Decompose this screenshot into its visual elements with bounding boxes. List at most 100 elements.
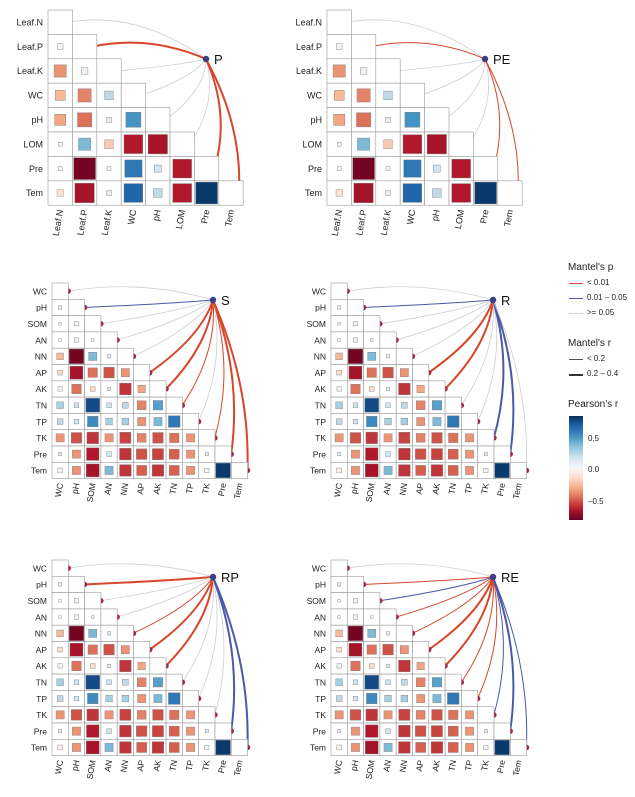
correlation-square	[348, 365, 363, 380]
correlation-square	[370, 338, 374, 342]
correlation-square	[70, 432, 82, 444]
correlation-square	[349, 709, 361, 721]
correlation-square	[384, 417, 392, 426]
correlation-square	[369, 386, 375, 392]
correlation-square	[57, 386, 63, 392]
matrix-cell	[509, 738, 527, 756]
correlation-square	[336, 43, 343, 50]
correlation-square	[68, 348, 84, 364]
correlation-square	[186, 433, 195, 443]
correlation-square	[365, 740, 379, 755]
legend-pearson-title: Pearson's r	[568, 399, 619, 410]
correlation-square	[106, 117, 112, 123]
correlation-square	[72, 449, 81, 459]
correlation-square	[57, 467, 63, 474]
correlation-square	[353, 598, 358, 604]
correlation-square	[335, 401, 343, 409]
correlation-square	[172, 183, 192, 203]
mantel-link	[212, 576, 236, 733]
matrix-cell	[461, 690, 478, 708]
correlation-square	[332, 64, 346, 78]
matrix-cell	[218, 180, 244, 206]
correlation-square	[465, 449, 474, 459]
legend-label: < 0.01	[587, 278, 610, 287]
mantel-link	[484, 58, 501, 170]
mantel-links	[344, 286, 530, 474]
row-label: AK	[315, 384, 327, 394]
matrix-cell	[51, 559, 69, 577]
mantel-links	[65, 286, 251, 474]
correlation-square	[430, 464, 443, 477]
correlation-square	[103, 367, 115, 379]
matrix-cell	[412, 364, 430, 382]
correlation-square	[107, 664, 111, 668]
correlation-square	[356, 88, 371, 103]
correlation-square	[172, 159, 192, 179]
correlation-square	[351, 466, 360, 475]
correlation-square	[137, 662, 146, 670]
correlation-square	[105, 417, 113, 426]
matrix-cell	[477, 706, 495, 724]
correlation-square	[352, 402, 359, 408]
correlation-square	[195, 181, 218, 205]
panel-label: PE	[493, 52, 511, 67]
row-label: pH	[36, 580, 47, 590]
correlation-square	[119, 741, 132, 754]
correlation-square	[103, 644, 115, 656]
correlation-square	[451, 183, 471, 203]
panel-label: P	[214, 52, 223, 67]
correlation-square	[474, 181, 497, 205]
correlation-square	[432, 417, 442, 426]
row-label: NN	[314, 352, 326, 362]
column-label: TN	[167, 482, 179, 495]
correlation-square	[336, 418, 343, 425]
correlation-square	[121, 645, 130, 654]
column-label: pH	[70, 482, 82, 494]
mantel-link	[205, 58, 241, 194]
matrix-cell	[68, 575, 85, 593]
legend-item: >= 0.05	[568, 307, 634, 322]
panel-pe: PE Leaf.N Leaf.P Leaf.K WC pH LOM Pre Tem Leaf.N L…	[295, 9, 523, 237]
row-label: TP	[36, 694, 47, 704]
correlation-square	[364, 398, 379, 413]
correlation-square	[432, 677, 442, 688]
column-label: AK	[430, 759, 442, 772]
correlation-square	[366, 367, 377, 378]
mantel-link	[444, 58, 486, 121]
mantel-link	[116, 58, 207, 72]
column-label: SOM	[85, 759, 98, 780]
colorbar-tick: 0.0	[588, 465, 600, 474]
mantel-link	[212, 299, 236, 456]
correlation-square	[204, 729, 209, 734]
column-label: Tem	[502, 209, 515, 227]
correlation-square	[73, 402, 80, 408]
correlation-square	[58, 615, 62, 619]
correlation-square	[383, 90, 393, 100]
column-label: Leaf.K	[100, 209, 114, 236]
correlation-square	[119, 382, 132, 395]
matrix-cell	[379, 331, 397, 349]
colorbar: 0.5 0.0 –0.5	[568, 414, 634, 524]
mantel-link	[395, 299, 494, 341]
matrix-cell	[149, 380, 167, 398]
column-label: TP	[463, 759, 475, 772]
correlation-square	[121, 694, 129, 703]
matrix-cell	[194, 156, 220, 182]
correlation-square	[465, 726, 474, 736]
correlation-square	[403, 159, 422, 178]
correlation-square	[402, 183, 422, 203]
correlation-square	[72, 743, 81, 752]
legend-pearson: Pearson's r 0.5 0.0 –0.5	[568, 399, 634, 524]
correlation-square	[107, 354, 111, 359]
row-label: AK	[36, 661, 48, 671]
mantel-link	[212, 299, 225, 439]
correlation-square	[350, 661, 361, 671]
correlation-square	[119, 725, 132, 738]
legend-item: 0.2 – 0.4	[568, 368, 634, 383]
column-label: TN	[167, 759, 179, 772]
row-label: NN	[314, 629, 326, 639]
legend-swatch	[569, 374, 583, 376]
column-label: Pre	[478, 209, 490, 225]
correlation-square	[370, 615, 374, 619]
